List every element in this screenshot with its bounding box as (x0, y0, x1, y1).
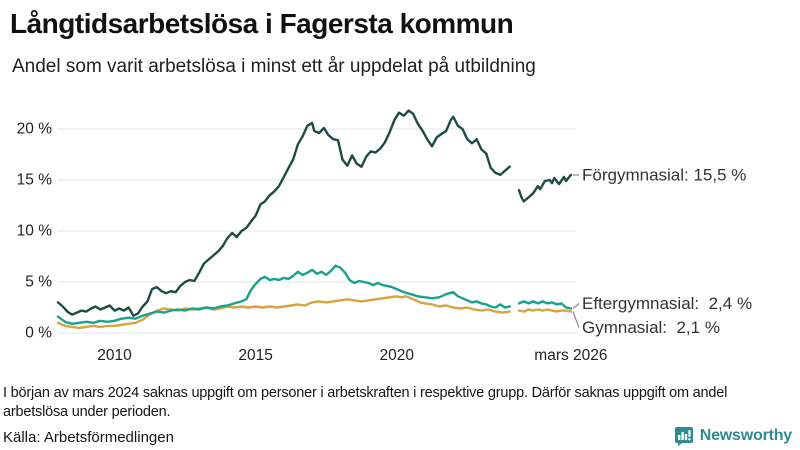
footnote: I början av mars 2024 saknas uppgift om … (3, 385, 728, 420)
page-title: Långtidsarbetslösa i Fagersta kommun (10, 8, 514, 39)
series-line-förgymnasial (56, 109, 511, 317)
label-connector (572, 311, 580, 328)
series-end-label-eftergymnasial: Eftergymnasial: 2,4 % (582, 294, 752, 313)
y-axis-tick-label: 20 % (17, 121, 53, 138)
series-line-eftergymnasial (56, 264, 511, 325)
series-line-gymnasial (517, 308, 573, 313)
y-axis-tick-label: 0 % (25, 325, 52, 342)
label-connector (572, 303, 580, 309)
chart: 0 % 5 % 10 % 15 % 20 % 2010 2015 2020 mars 2026 F… (17, 109, 752, 364)
y-axis-tick-label: 10 % (17, 223, 53, 240)
page-subtitle: Andel som varit arbetslösa i minst ett å… (12, 56, 536, 77)
y-axis-tick-label: 5 % (25, 274, 52, 291)
series-line-gymnasial (56, 295, 511, 330)
x-axis-tick-label: 2010 (97, 347, 132, 364)
source-label: Källa: Arbetsförmedlingen (3, 429, 174, 446)
y-axis-tick-label: 15 % (17, 172, 53, 189)
series-line-förgymnasial (517, 173, 573, 203)
series-end-label-förgymnasial: Förgymnasial: 15,5 % (582, 165, 746, 184)
x-axis-tick-label: 2015 (238, 347, 272, 364)
brand: Newsworthy (674, 426, 792, 446)
x-axis-tick-label: 2020 (380, 347, 415, 364)
brand-name: Newsworthy (699, 427, 792, 444)
newsworthy-logo-icon (674, 427, 693, 446)
series-end-label-gymnasial: Gymnasial: 2,1 % (582, 318, 720, 337)
series-line-eftergymnasial (517, 300, 573, 310)
x-axis-tick-label: mars 2026 (534, 347, 607, 364)
